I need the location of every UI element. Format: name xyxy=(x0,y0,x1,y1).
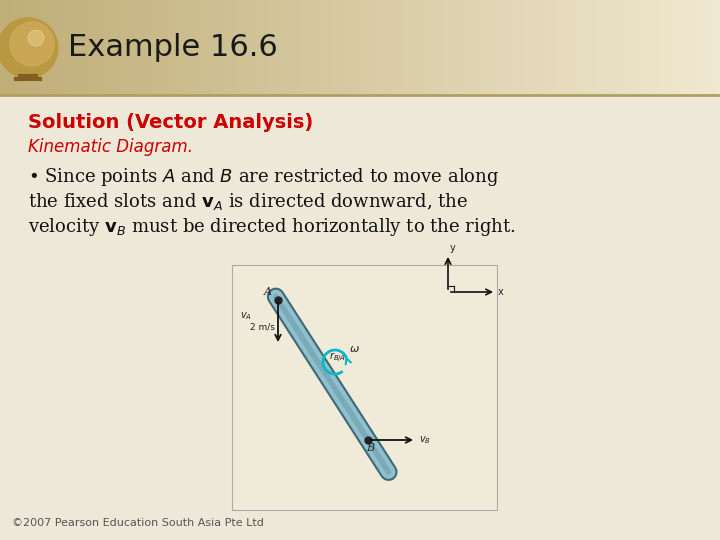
Text: A: A xyxy=(264,287,272,297)
Text: x: x xyxy=(498,287,504,297)
Text: • Since points $\it{A}$ and $\it{B}$ are restricted to move along: • Since points $\it{A}$ and $\it{B}$ are… xyxy=(28,166,499,188)
Text: B: B xyxy=(366,443,374,453)
Text: ©2007 Pearson Education South Asia Pte Ltd: ©2007 Pearson Education South Asia Pte L… xyxy=(12,518,264,528)
Text: Solution (Vector Analysis): Solution (Vector Analysis) xyxy=(28,112,313,132)
Text: $r_{B/A}$: $r_{B/A}$ xyxy=(329,350,346,365)
Circle shape xyxy=(28,30,44,46)
Text: $v_B$: $v_B$ xyxy=(419,434,431,446)
Text: 2 m/s: 2 m/s xyxy=(250,322,275,331)
Text: velocity $\mathbf{v}_B$ must be directed horizontally to the right.: velocity $\mathbf{v}_B$ must be directed… xyxy=(28,216,516,238)
Text: $v_A$: $v_A$ xyxy=(240,310,252,322)
Bar xyxy=(232,265,497,510)
Text: $\omega$: $\omega$ xyxy=(349,344,360,354)
Text: the fixed slots and $\mathbf{v}_A$ is directed downward, the: the fixed slots and $\mathbf{v}_A$ is di… xyxy=(28,192,468,213)
Circle shape xyxy=(10,22,54,66)
Text: y: y xyxy=(450,243,456,253)
Text: Example 16.6: Example 16.6 xyxy=(68,33,278,63)
Text: Kinematic Diagram.: Kinematic Diagram. xyxy=(28,138,193,156)
Bar xyxy=(0,95,720,540)
Circle shape xyxy=(0,18,58,78)
